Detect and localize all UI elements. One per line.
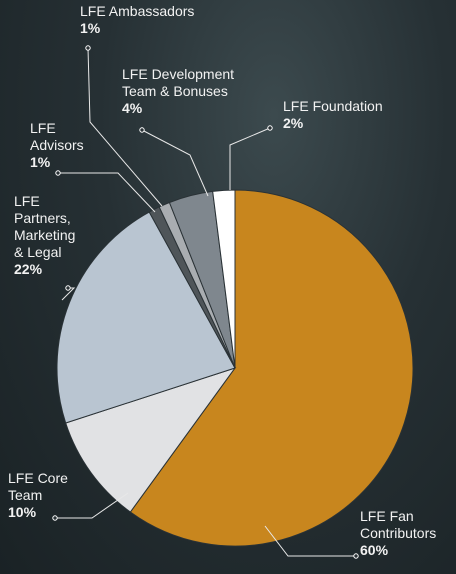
value-label: 4% (122, 100, 143, 116)
slice-label: LFE Core Team 10% (8, 470, 68, 521)
leader-dot (85, 45, 91, 51)
leader-line (58, 172, 156, 213)
slice-label: LFE Fan Contributors 60% (360, 508, 455, 559)
category-label: LFE Fan Contributors (360, 508, 437, 541)
value-label: 10% (8, 504, 37, 520)
slice-label: LFE Ambassadors 1% (80, 3, 300, 37)
value-label: 1% (80, 20, 101, 36)
pie-slice (65, 367, 237, 513)
value-label: 1% (30, 154, 51, 170)
leader-dot (267, 125, 273, 131)
slice-label: LFE Partners, Marketing & Legal 22% (14, 193, 86, 278)
leader-dot (353, 553, 359, 559)
value-label: 60% (360, 542, 389, 558)
category-label: LFE Partners, Marketing & Legal (14, 193, 76, 260)
value-label: 2% (283, 115, 304, 131)
category-label: LFE Core Team (8, 470, 68, 503)
slice-label: LFE Foundation 2% (283, 98, 433, 132)
category-label: LFE Development Team & Bonuses (122, 66, 235, 99)
category-label: LFE Ambassadors (80, 3, 195, 19)
leader-line (264, 525, 356, 557)
category-label: LFE Foundation (283, 98, 383, 114)
pie-slice (56, 211, 236, 424)
pie-slice (129, 189, 414, 547)
pie-slice (212, 189, 236, 369)
leader-line (55, 492, 129, 519)
leader-line (87, 47, 163, 207)
leader-dot (55, 170, 61, 176)
leader-dot (65, 285, 71, 291)
value-label: 22% (14, 261, 43, 277)
category-label: LFE Advisors (30, 120, 84, 153)
leader-line (229, 127, 271, 190)
leader-dot (52, 515, 58, 521)
leader-dot (139, 127, 145, 133)
slice-label: LFE Development Team & Bonuses 4% (122, 66, 252, 117)
slice-label: LFE Advisors 1% (30, 120, 96, 171)
leader-line (141, 129, 209, 197)
